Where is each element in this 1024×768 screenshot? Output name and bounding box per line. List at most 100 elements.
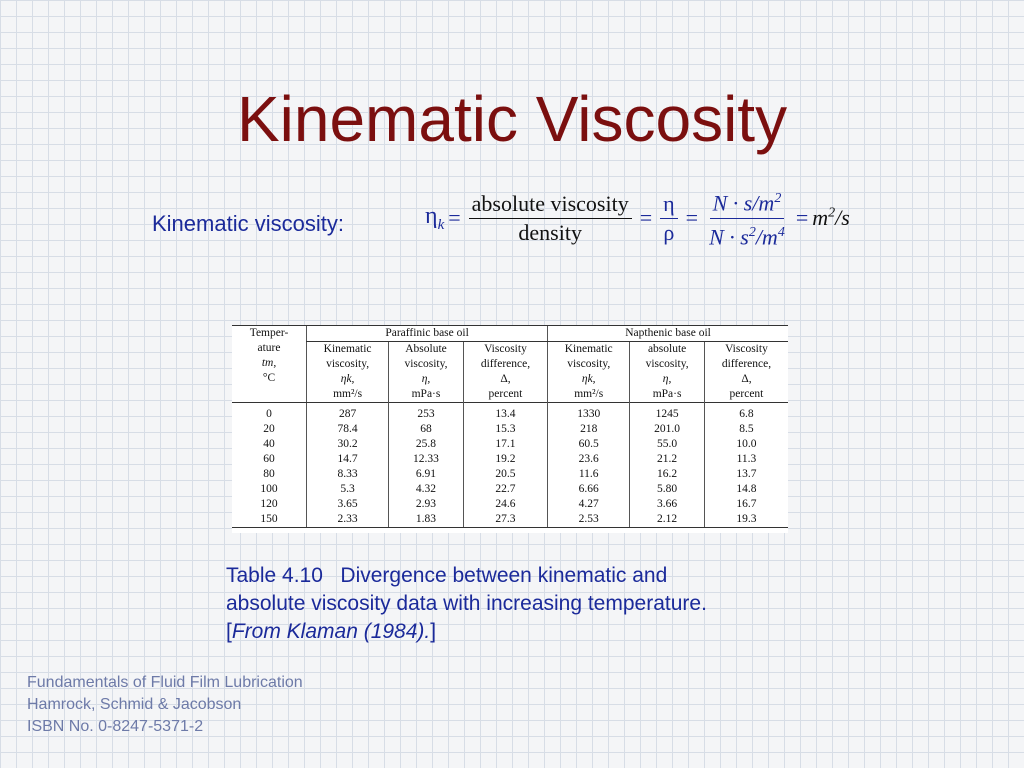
equals-sign: =	[639, 205, 653, 230]
table-cell: 19.3	[703, 512, 788, 528]
table-cell: 218	[547, 422, 630, 437]
equals-sign: =	[448, 205, 461, 230]
column-header: Viscosity difference, Δ, percent	[462, 341, 548, 403]
table-cell: 78.4	[305, 422, 389, 437]
table-cell: 253	[388, 402, 464, 422]
table-row: 0 287 253 13.4 1330 1245 6.8	[232, 402, 788, 422]
caption-line: Table 4.10 Divergence between kinematic …	[226, 564, 668, 587]
table-row: 40 30.2 25.8 17.1 60.5 55.0 10.0	[232, 437, 788, 452]
column-header: Viscosity difference, Δ, percent	[703, 341, 788, 403]
table-cell: 55.0	[629, 437, 705, 452]
column-header: absolute viscosity, η, mPa·s	[629, 341, 705, 403]
table-cell: 12.33	[388, 452, 464, 467]
caption-line: absolute viscosity data with increasing …	[226, 592, 707, 615]
table-cell: 14.8	[703, 482, 788, 497]
table-cell: 13.4	[462, 402, 548, 422]
fraction-numerator: N · s/m2	[709, 187, 785, 219]
table-cell: 1330	[547, 402, 630, 422]
table-row: 80 8.33 6.91 20.5 11.6 16.2 13.7	[232, 467, 788, 482]
table-cell: 11.6	[547, 467, 630, 482]
table-cell: 6.66	[547, 482, 630, 497]
equals-sign: =	[795, 205, 809, 230]
viscosity-table: Temper- ature tm, °C Paraffinic base oil…	[232, 325, 788, 528]
table-cell: 10.0	[703, 437, 788, 452]
column-header: Kinematic viscosity, ηk, mm²/s	[547, 341, 630, 403]
table-caption: Table 4.10 Divergence between kinematic …	[226, 562, 806, 646]
table-cell: 30.2	[305, 437, 389, 452]
table-cell: 25.8	[388, 437, 464, 452]
fraction-eta-over-rho: η ρ	[660, 191, 678, 245]
fraction-numerator: η	[660, 191, 678, 219]
book-isbn: ISBN No. 0-8247-5371-2	[27, 718, 204, 735]
slide-title: Kinematic Viscosity	[236, 83, 788, 155]
fraction-denominator: density	[518, 219, 582, 245]
table-cell: 68	[388, 422, 464, 437]
table-cell: 4.27	[547, 497, 630, 512]
table-cell: 22.7	[462, 482, 548, 497]
table-cell: 100	[260, 483, 278, 495]
paraffinic-group-header: Paraffinic base oil	[305, 325, 548, 342]
table-cell: 19.2	[462, 452, 548, 467]
table-cell: 3.66	[629, 497, 705, 512]
table-cell: 20	[263, 423, 275, 435]
table-cell: 40	[263, 438, 275, 450]
fraction-denominator: ρ	[663, 219, 675, 245]
table-cell: 287	[305, 402, 389, 422]
table-cell: 1.83	[388, 512, 464, 528]
table-cell: 16.7	[703, 497, 788, 512]
fraction-absolute-over-density: absolute viscosity density	[468, 191, 632, 245]
table-cell: 0	[266, 408, 272, 420]
column-header: Kinematic viscosity, ηk, mm²/s	[305, 341, 389, 403]
table-cell: 23.6	[547, 452, 630, 467]
table-cell: 8.33	[305, 467, 389, 482]
table-body: 0 287 253 13.4 1330 1245 6.8 20 78.4 68 15.3 218 201…	[232, 402, 788, 528]
table-cell: 6.8	[703, 402, 788, 422]
table-cell: 6.91	[388, 467, 464, 482]
table-cell: 20.5	[462, 467, 548, 482]
table-cell: 11.3	[703, 452, 788, 467]
fraction-units: N · s/m2 N · s2/m4	[706, 187, 788, 249]
table-cell: 15.3	[462, 422, 548, 437]
eta-k-symbol: ηk	[425, 202, 445, 233]
book-authors: Hamrock, Schmid & Jacobson	[27, 696, 242, 713]
table-cell: 5.80	[629, 482, 705, 497]
table-cell: 27.3	[462, 512, 548, 528]
table-cell: 60	[263, 453, 275, 465]
kinematic-viscosity-equation: ηk = absolute viscosity density = η ρ = …	[425, 186, 850, 250]
viscosity-table-image: Temper- ature tm, °C Paraffinic base oil…	[232, 325, 788, 533]
table-cell: 201.0	[629, 422, 705, 437]
table-cell: 21.2	[629, 452, 705, 467]
table-cell: 5.3	[305, 482, 389, 497]
table-cell: 2.33	[305, 512, 389, 528]
table-row: 150 2.33 1.83 27.3 2.53 2.12 19.3	[232, 512, 788, 528]
table-cell: 14.7	[305, 452, 389, 467]
book-title: Fundamentals of Fluid Film Lubrication	[27, 674, 303, 691]
table-cell: 2.12	[629, 512, 705, 528]
table-cell: 2.93	[388, 497, 464, 512]
table-cell: 4.32	[388, 482, 464, 497]
table-cell: 80	[263, 468, 275, 480]
table-cell: 16.2	[629, 467, 705, 482]
table-cell: 8.5	[703, 422, 788, 437]
table-row: 100 5.3 4.32 22.7 6.66 5.80 14.8	[232, 482, 788, 497]
napthenic-group-header: Napthenic base oil	[547, 325, 788, 342]
table-cell: 3.65	[305, 497, 389, 512]
table-cell: 150	[232, 512, 307, 528]
book-reference: Fundamentals of Fluid Film Lubrication H…	[27, 672, 303, 738]
equals-sign: =	[685, 205, 699, 230]
temperature-header: Temper- ature tm, °C	[232, 325, 307, 403]
table-cell: 1245	[629, 402, 705, 422]
table-cell: 120	[260, 498, 278, 510]
result-units: m2/s	[812, 205, 850, 230]
fraction-denominator: N · s2/m4	[709, 223, 785, 249]
table-cell: 24.6	[462, 497, 548, 512]
table-cell: 60.5	[547, 437, 630, 452]
table-cell: 13.7	[703, 467, 788, 482]
caption-citation: [From Klaman (1984).]	[226, 620, 437, 643]
table-row: 60 14.7 12.33 19.2 23.6 21.2 11.3	[232, 452, 788, 467]
fraction-numerator: absolute viscosity	[468, 191, 632, 219]
table-row: 120 3.65 2.93 24.6 4.27 3.66 16.7	[232, 497, 788, 512]
table-cell: 17.1	[462, 437, 548, 452]
table-row: 20 78.4 68 15.3 218 201.0 8.5	[232, 422, 788, 437]
table-cell: 2.53	[547, 512, 630, 528]
